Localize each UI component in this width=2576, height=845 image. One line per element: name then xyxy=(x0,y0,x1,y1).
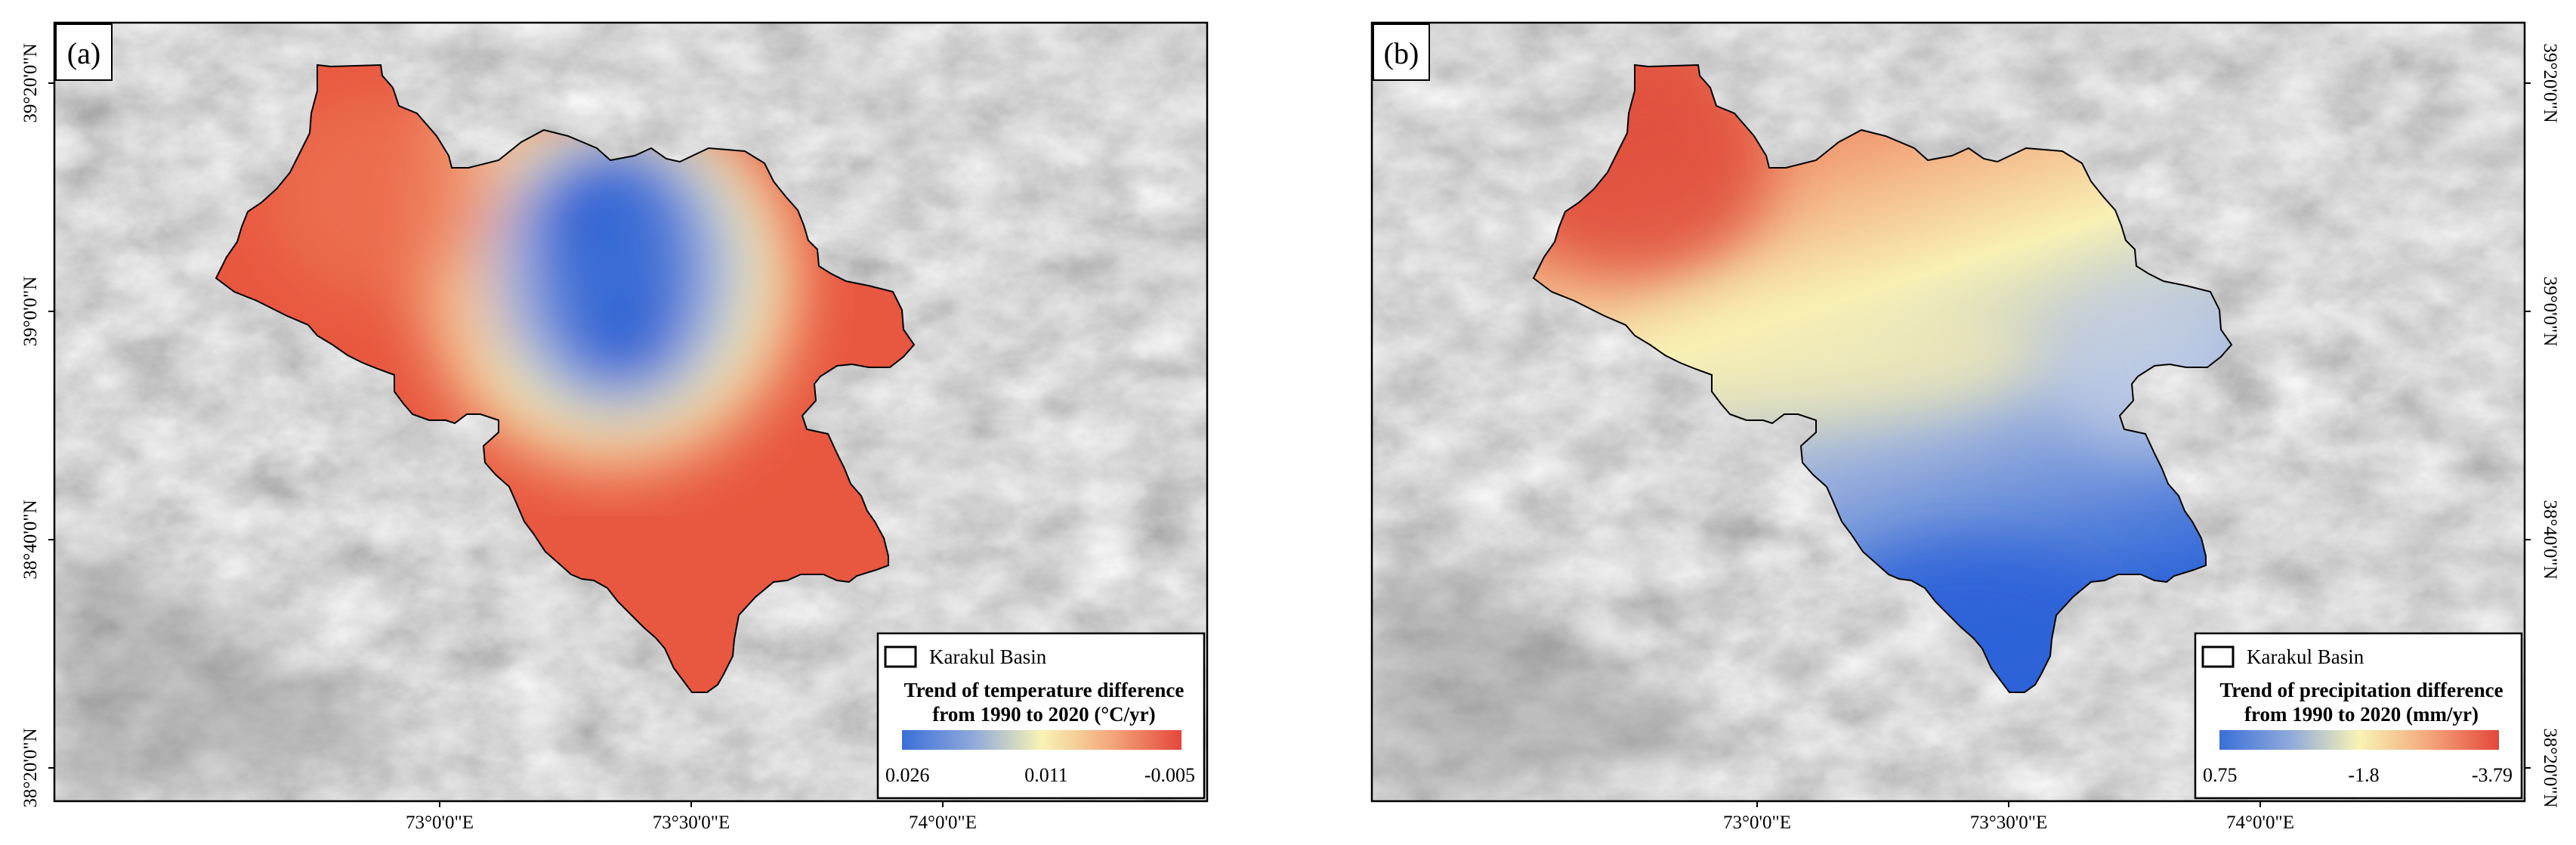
basin-legend-swatch xyxy=(884,645,917,668)
x-tick-label: 73°30'0"E xyxy=(653,812,730,833)
map-frame-b xyxy=(1370,21,2526,803)
colorbar xyxy=(902,730,1181,750)
legend-b: Karakul Basin Trend of precipitation dif… xyxy=(2194,632,2523,800)
colorbar-tick: -1.8 xyxy=(2348,764,2379,786)
colorbar-tick: 0.026 xyxy=(885,764,930,786)
legend-title: from 1990 to 2020 (mm/yr) xyxy=(2244,703,2479,726)
x-tick-label: 73°0'0"E xyxy=(406,812,474,833)
legend-item-label: Karakul Basin xyxy=(929,645,1047,668)
panel-tag-a: (a) xyxy=(67,36,100,70)
x-axis-a: 73°0'0"E 73°30'0"E 74°0'0"E xyxy=(406,801,977,833)
colorbar xyxy=(2219,730,2499,750)
y-tick-label: 39°20'0"N xyxy=(2540,43,2560,122)
panel-tag-b: (b) xyxy=(1384,36,1419,70)
colorbar-tick: -0.005 xyxy=(1144,764,1195,786)
legend-title: Trend of temperature difference xyxy=(904,679,1185,701)
legend-title: Trend of precipitation difference xyxy=(2219,679,2503,701)
y-tick-label: 39°0'0"N xyxy=(2540,277,2560,347)
legend-title: from 1990 to 2020 (°C/yr) xyxy=(932,703,1155,726)
legend-a: Karakul Basin Trend of temperature diffe… xyxy=(876,632,1206,800)
x-tick-label: 73°0'0"E xyxy=(1723,812,1791,833)
y-tick-label: 38°40'0"N xyxy=(20,500,41,579)
colorbar-tick: -3.79 xyxy=(2472,764,2513,786)
colorbar-tick: 0.75 xyxy=(2203,764,2238,786)
x-tick-label: 74°0'0"E xyxy=(2226,812,2294,833)
y-axis-a: 39°20'0"N 39°0'0"N 38°40'0"N 38°20'0"N xyxy=(20,43,54,808)
y-tick-label: 39°20'0"N xyxy=(20,43,41,122)
y-tick-label: 38°40'0"N xyxy=(2540,500,2560,579)
y-tick-label: 38°20'0"N xyxy=(2540,728,2560,807)
basin-legend-swatch xyxy=(2201,645,2235,668)
x-tick-label: 73°30'0"E xyxy=(1970,812,2047,833)
y-tick-label: 39°0'0"N xyxy=(20,277,41,347)
map-frame-a xyxy=(53,21,1209,803)
panel-b: (b) 73°0'0"E 73°30'0"E 74°0'0"E 39°20'0"… xyxy=(1370,21,2560,833)
x-axis-b: 73°0'0"E 73°30'0"E 74°0'0"E xyxy=(1723,801,2294,833)
colorbar-tick: 0.011 xyxy=(1024,764,1068,786)
panel-a: (a) 73°0'0"E 73°30'0"E 74°0'0"E 39°20'0"… xyxy=(20,21,1209,833)
y-tick-label: 38°20'0"N xyxy=(20,728,41,807)
y-axis-b: 39°20'0"N 39°0'0"N 38°40'0"N 38°20'0"N xyxy=(2525,43,2560,808)
x-tick-label: 74°0'0"E xyxy=(909,812,977,833)
legend-item-label: Karakul Basin xyxy=(2247,645,2364,668)
